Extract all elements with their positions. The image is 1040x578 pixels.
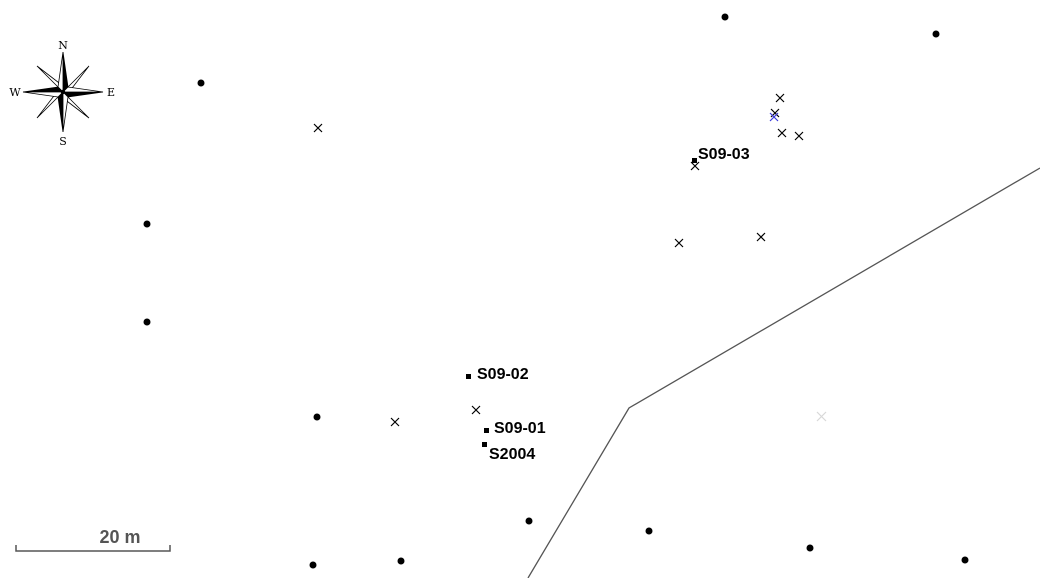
site-square: [466, 374, 471, 379]
cross-marker: [756, 232, 766, 242]
dot-marker: [397, 557, 405, 565]
site-square: [482, 442, 487, 447]
compass-east: E: [107, 86, 115, 99]
compass-south: S: [59, 135, 67, 148]
compass-rose-icon: [22, 51, 104, 133]
dot-marker: [806, 544, 814, 552]
site-label-s2004: S2004: [489, 446, 535, 463]
site-markers: [466, 158, 697, 447]
cross-marker: [313, 123, 323, 133]
boundary-line: [527, 167, 1040, 578]
cross-marker: [777, 128, 787, 138]
cross-marker: [775, 93, 785, 103]
dot-marker: [143, 220, 151, 228]
site-label-s09-02: S09-02: [477, 366, 529, 383]
compass-rose: N E S W: [9, 39, 115, 148]
cross-marker: [794, 131, 804, 141]
compass-north: N: [58, 39, 68, 52]
cross-marker: [471, 405, 481, 415]
cross-marker: [690, 161, 700, 171]
cross-marker-highlight: [769, 112, 779, 122]
dot-marker: [313, 413, 321, 421]
dot-marker: [525, 517, 533, 525]
dot-marker: [961, 556, 969, 564]
cross-marker-faint: [816, 411, 827, 422]
site-label-s09-03: S09-03: [698, 146, 750, 163]
dot-marker: [309, 561, 317, 569]
cross-marker: [390, 417, 400, 427]
scale-bar-label: 20 m: [99, 527, 140, 547]
site-square: [484, 428, 489, 433]
site-label-s09-01: S09-01: [494, 420, 546, 437]
site-square: [692, 158, 697, 163]
dot-marker: [197, 79, 205, 87]
dot-marker: [932, 30, 940, 38]
dot-marker: [143, 318, 151, 326]
dot-marker: [645, 527, 653, 535]
cross-markers: [313, 93, 804, 427]
scale-bar: 20 m: [15, 527, 171, 552]
dot-markers: [143, 13, 969, 569]
dot-marker: [721, 13, 729, 21]
compass-west: W: [9, 86, 21, 99]
cross-marker: [674, 238, 684, 248]
